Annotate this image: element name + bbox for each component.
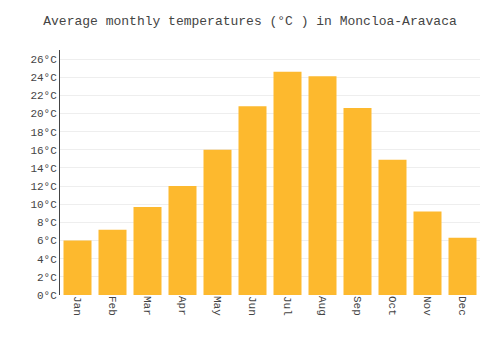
svg-text:4°C: 4°C — [37, 254, 57, 266]
svg-text:Apr: Apr — [176, 296, 188, 316]
svg-text:Aug: Aug — [316, 296, 328, 316]
svg-text:Sep: Sep — [351, 296, 363, 316]
svg-text:22°C: 22°C — [30, 90, 57, 102]
svg-text:12°C: 12°C — [30, 181, 57, 193]
svg-text:Oct: Oct — [386, 296, 398, 316]
svg-text:20°C: 20°C — [30, 108, 57, 120]
svg-text:Jul: Jul — [281, 296, 293, 316]
svg-text:Nov: Nov — [421, 296, 433, 316]
svg-text:Jun: Jun — [246, 296, 258, 316]
svg-text:10°C: 10°C — [30, 199, 57, 211]
svg-text:18°C: 18°C — [30, 127, 57, 139]
svg-text:24°C: 24°C — [30, 72, 57, 84]
svg-text:2°C: 2°C — [37, 272, 57, 284]
svg-text:0°C: 0°C — [37, 290, 57, 302]
svg-text:Mar: Mar — [141, 296, 153, 316]
svg-text:16°C: 16°C — [30, 145, 57, 157]
svg-text:14°C: 14°C — [30, 163, 57, 175]
svg-text:May: May — [211, 296, 223, 316]
svg-text:Jan: Jan — [71, 296, 83, 316]
svg-text:Average monthly temperatures (: Average monthly temperatures (°C ) in Mo… — [43, 14, 457, 29]
svg-text:Feb: Feb — [106, 296, 118, 316]
svg-text:6°C: 6°C — [37, 235, 57, 247]
svg-text:8°C: 8°C — [37, 217, 57, 229]
svg-text:26°C: 26°C — [30, 54, 57, 66]
svg-text:Dec: Dec — [456, 296, 468, 316]
